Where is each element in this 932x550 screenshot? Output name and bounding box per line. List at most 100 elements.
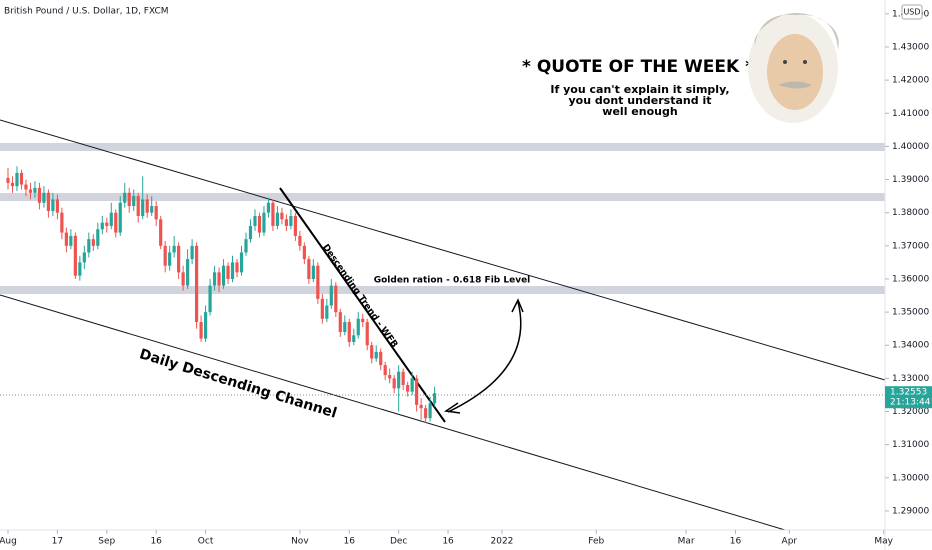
candle-body xyxy=(154,206,158,220)
candle-body xyxy=(428,403,432,419)
candle-body xyxy=(244,239,248,253)
zone xyxy=(0,286,885,294)
price-tag-label: 1.32553 xyxy=(890,388,927,398)
candle-body xyxy=(257,216,262,233)
curved-arrow xyxy=(447,301,522,413)
candle-body xyxy=(6,177,10,183)
y-tick-label: 1.42000 xyxy=(892,76,929,86)
candle-body xyxy=(284,219,289,226)
candle-body xyxy=(298,235,302,246)
candle-body xyxy=(365,322,369,346)
candle-body xyxy=(42,192,46,203)
x-tick-label: 17 xyxy=(52,537,63,547)
candle-body xyxy=(199,322,203,339)
candle-body xyxy=(190,245,194,260)
candle-body xyxy=(334,285,338,313)
candle-body xyxy=(159,219,163,246)
candle-body xyxy=(388,375,392,379)
quote-heading: * QUOTE OF THE WEEK * xyxy=(522,57,754,77)
zone xyxy=(0,193,885,201)
currency-box[interactable] xyxy=(901,4,923,20)
candle-body xyxy=(10,182,15,187)
candle-body xyxy=(343,322,347,332)
x-tick-label: 16 xyxy=(344,537,356,547)
candle-body xyxy=(55,199,59,213)
y-tick-label: 1.32000 xyxy=(892,407,929,417)
candle-body xyxy=(123,192,127,203)
arrow-head xyxy=(511,298,524,313)
candle-body xyxy=(19,172,24,185)
candle-body xyxy=(370,345,374,359)
candle-body xyxy=(289,216,293,226)
candle-body xyxy=(325,305,329,319)
candle-body xyxy=(141,199,145,217)
y-tick-label: 1.41000 xyxy=(892,109,929,119)
fib-label: Golden ration - 0.618 Fib Level xyxy=(374,276,531,286)
eye xyxy=(783,60,787,64)
candle-body xyxy=(410,378,414,392)
candle-body xyxy=(60,212,64,233)
y-tick-label: 1.36000 xyxy=(892,274,929,284)
candle-body xyxy=(100,222,104,230)
candle-body xyxy=(235,262,239,273)
x-tick-label: Dec xyxy=(390,537,407,547)
candle-body xyxy=(132,196,136,207)
candle-body xyxy=(186,259,190,286)
candle-body xyxy=(226,265,230,279)
candle-body xyxy=(361,318,365,323)
quote-line: If you can't explain it simply, xyxy=(550,83,729,96)
candle-body xyxy=(262,212,266,233)
face xyxy=(767,34,823,110)
candle-body xyxy=(338,312,342,332)
y-tick-label: 1.34000 xyxy=(892,341,929,351)
x-tick-label: Feb xyxy=(588,537,604,547)
candle-body xyxy=(177,245,181,273)
y-tick-label: 1.35000 xyxy=(892,308,929,318)
y-tick-label: 1.39000 xyxy=(892,175,929,185)
candle-body xyxy=(347,322,351,342)
candle-body xyxy=(114,212,118,233)
candle-body xyxy=(406,385,410,392)
x-tick-label: 16 xyxy=(150,537,162,547)
candle-body xyxy=(181,272,185,286)
x-tick-label: Oct xyxy=(198,537,214,547)
candle-body xyxy=(419,404,423,409)
candle-body xyxy=(37,187,42,203)
candle-body xyxy=(150,206,154,213)
x-tick-label: Nov xyxy=(291,537,309,547)
candle-body xyxy=(239,252,244,273)
candle-body xyxy=(91,239,95,246)
candle-body xyxy=(69,235,73,246)
y-tick-label: 1.33000 xyxy=(892,374,929,384)
candle-body xyxy=(271,202,275,226)
candle-body xyxy=(311,265,315,279)
candle-body xyxy=(329,285,333,306)
candle-body xyxy=(172,245,176,253)
candle-body xyxy=(392,378,396,389)
candle-body xyxy=(253,216,257,226)
y-tick-label: 1.43000 xyxy=(892,42,929,52)
candle-body xyxy=(424,408,428,419)
candle-body xyxy=(374,351,378,359)
candle-body xyxy=(248,225,253,240)
candle-body xyxy=(415,378,419,405)
x-tick-label: 2022 xyxy=(491,537,514,547)
eye xyxy=(803,60,807,64)
candle-body xyxy=(432,393,437,404)
candle-body xyxy=(320,298,324,319)
candle-body xyxy=(352,335,356,342)
y-tick-label: 1.31000 xyxy=(892,440,929,450)
quote-line: well enough xyxy=(602,105,677,118)
y-tick-label: 1.38000 xyxy=(892,208,929,218)
candle-body xyxy=(208,285,212,313)
candle-body xyxy=(78,262,82,276)
candle-body xyxy=(217,272,221,286)
y-tick-label: 1.30000 xyxy=(892,473,929,483)
candle-body xyxy=(24,184,28,190)
candle-body xyxy=(46,192,51,212)
candle-body xyxy=(118,202,122,233)
portrait xyxy=(748,12,839,123)
candle-body xyxy=(109,212,113,226)
candle-body xyxy=(221,265,226,286)
candle-body xyxy=(127,192,131,207)
